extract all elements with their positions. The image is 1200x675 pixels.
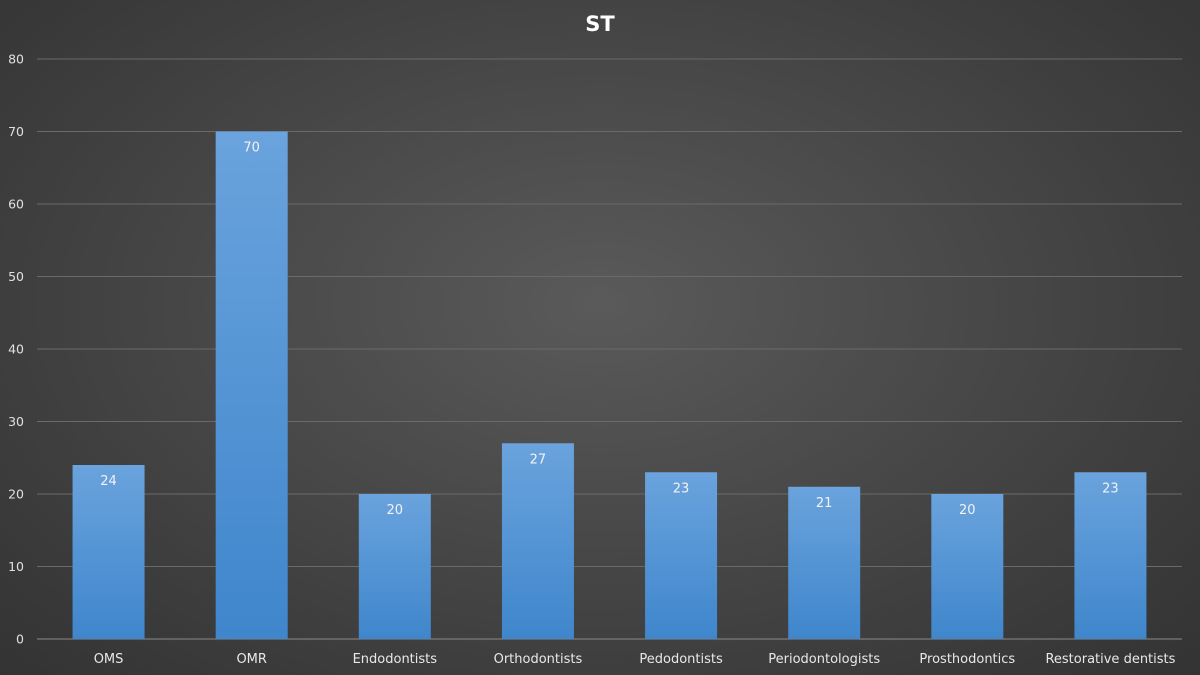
y-tick-label: 50 [8, 269, 24, 284]
x-tick-label: Periodontologists [768, 652, 880, 667]
bar [72, 465, 145, 639]
bar [215, 131, 288, 639]
y-tick-label: 0 [16, 632, 24, 647]
x-tick-label: Orthodontists [494, 652, 583, 667]
y-tick-label: 40 [8, 342, 24, 357]
data-label: 27 [530, 452, 547, 467]
y-tick-label: 20 [8, 487, 24, 502]
bar [931, 494, 1004, 639]
data-label: 23 [673, 481, 690, 496]
x-tick-label: Pedodontists [639, 652, 723, 667]
data-label: 20 [387, 503, 404, 518]
x-tick-label: OMS [94, 652, 124, 667]
x-tick-label: OMR [236, 652, 266, 667]
y-tick-label: 30 [8, 414, 24, 429]
data-label: 21 [816, 496, 833, 511]
y-axis-ticks: 0 10 20 30 40 50 60 70 80 [8, 52, 24, 647]
x-tick-label: Restorative dentists [1045, 652, 1175, 667]
bar [358, 494, 431, 639]
y-tick-label: 80 [8, 52, 24, 67]
bar [1074, 472, 1147, 639]
data-label: 23 [1102, 481, 1119, 496]
gridlines [37, 58, 1182, 640]
x-axis-ticks: OMS OMR Endodontists Orthodontists Pedodonti… [94, 652, 1176, 667]
y-tick-label: 60 [8, 197, 24, 212]
x-tick-label: Endodontists [353, 652, 438, 667]
bars [72, 131, 1147, 639]
bar [788, 486, 861, 639]
chart-title: ST [585, 12, 615, 36]
data-label: 70 [243, 141, 260, 156]
bar [501, 443, 574, 639]
data-label: 24 [100, 474, 117, 489]
y-tick-label: 10 [8, 559, 24, 574]
data-labels: 24 70 20 27 23 21 20 23 [100, 141, 1118, 519]
data-label: 20 [959, 503, 976, 518]
x-tick-label: Prosthodontics [919, 652, 1015, 667]
y-tick-label: 70 [8, 124, 24, 139]
bar [645, 472, 718, 639]
